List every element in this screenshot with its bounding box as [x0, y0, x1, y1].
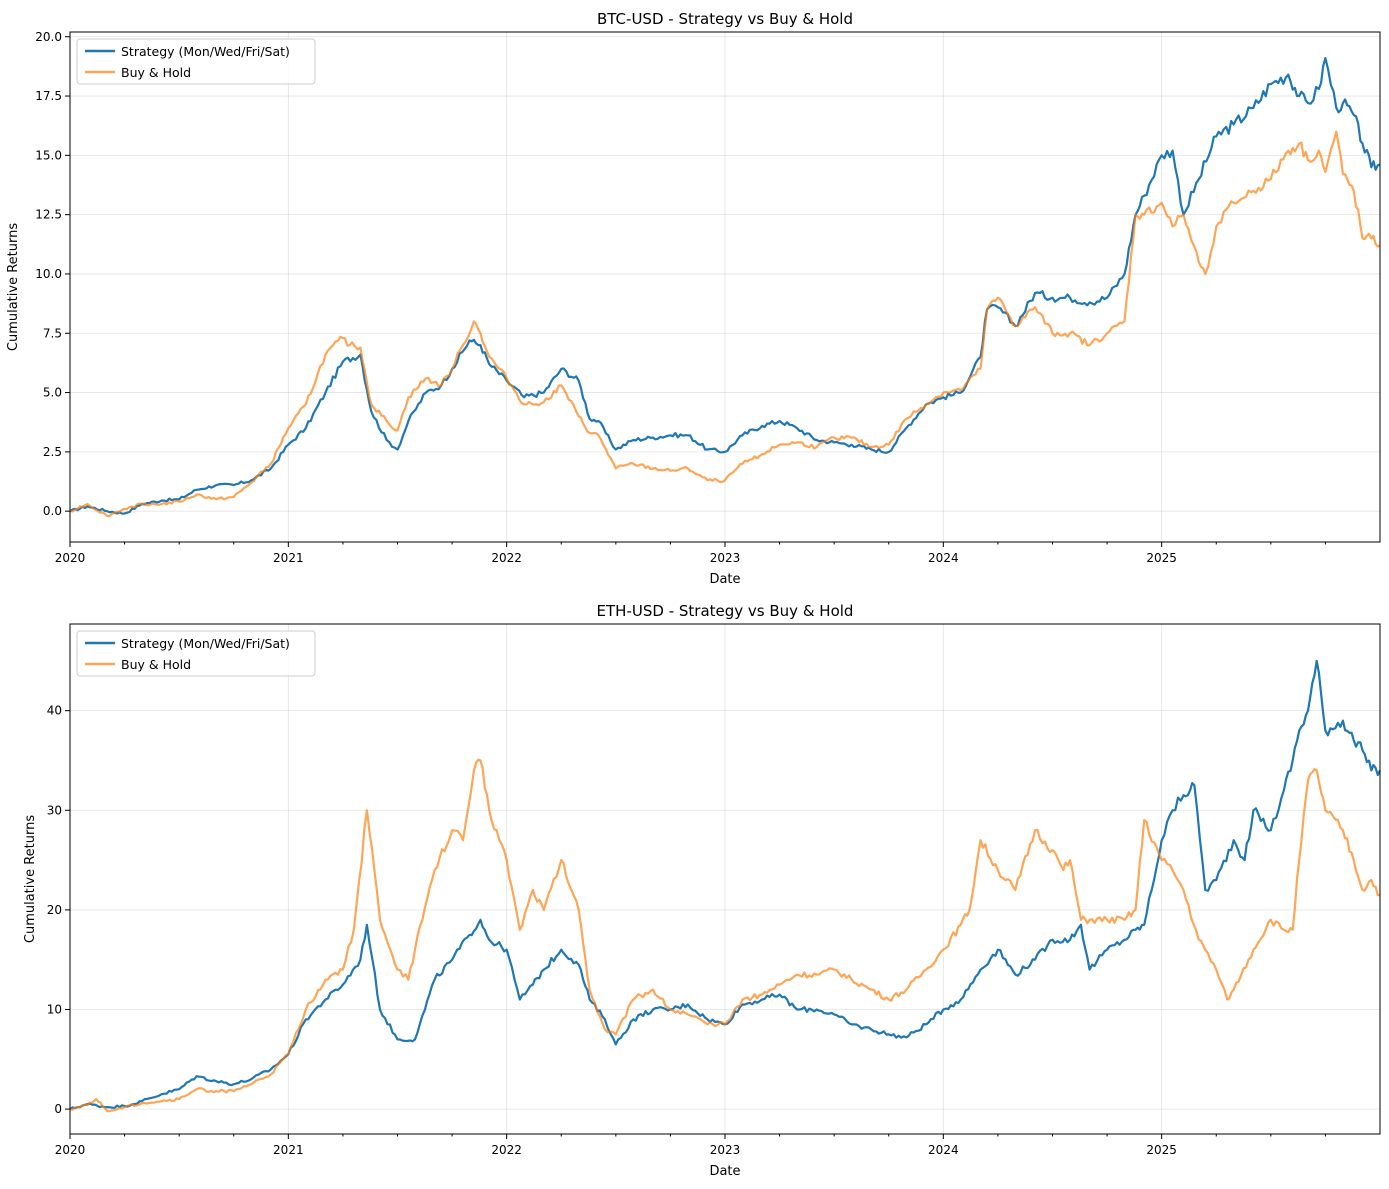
btc-buyhold-line [69, 130, 1381, 518]
eth-y-ticks: 0 10 20 30 40 [47, 704, 70, 1116]
btc-y-axis-label: Cumulative Returns [6, 223, 21, 351]
btc-x-tick-label: 2023 [710, 551, 741, 565]
btc-legend-buyhold-label: Buy & Hold [121, 65, 191, 80]
eth-x-tick-label: 2020 [55, 1143, 86, 1157]
btc-strategy-line [69, 57, 1381, 515]
eth-buyhold-line [69, 758, 1381, 1113]
btc-x-ticks: 2020 2021 2022 2023 2024 2025 [55, 542, 1326, 565]
eth-y-tick-label: 20 [47, 903, 62, 917]
btc-x-tick-label: 2022 [491, 551, 522, 565]
btc-y-tick-label: 20.0 [35, 30, 62, 44]
eth-x-tick-label: 2022 [491, 1143, 522, 1157]
btc-x-tick-label: 2025 [1146, 551, 1177, 565]
eth-x-tick-label: 2023 [710, 1143, 741, 1157]
btc-y-tick-label: 7.5 [43, 326, 62, 340]
btc-y-ticks: 0.0 2.5 5.0 7.5 10.0 12.5 15.0 17.5 20.0 [35, 30, 70, 518]
btc-y-tick-label: 0.0 [43, 504, 62, 518]
eth-chart-title: ETH-USD - Strategy vs Buy & Hold [597, 602, 854, 620]
btc-x-tick-label: 2024 [928, 551, 959, 565]
eth-x-ticks: 2020 2021 2022 2023 2024 2025 [55, 1134, 1326, 1157]
btc-y-tick-label: 15.0 [35, 148, 62, 162]
eth-x-axis-label: Date [709, 1164, 740, 1179]
eth-y-axis-label: Cumulative Returns [23, 815, 38, 943]
btc-y-tick-label: 5.0 [43, 386, 62, 400]
eth-y-tick-label: 40 [47, 704, 62, 718]
btc-y-tick-label: 17.5 [35, 89, 62, 103]
eth-series-lines [69, 659, 1381, 1113]
btc-y-tick-label: 12.5 [35, 208, 62, 222]
eth-y-tick-label: 30 [47, 803, 62, 817]
eth-x-tick-label: 2021 [273, 1143, 304, 1157]
eth-chart-panel: ETH-USD - Strategy vs Buy & Hold 2020 202… [23, 602, 1381, 1179]
btc-x-axis-label: Date [709, 572, 740, 587]
eth-legend-strategy-label: Strategy (Mon/Wed/Fri/Sat) [121, 636, 290, 651]
btc-chart-panel: BTC-USD - Strategy vs Buy & Hold 2020 202… [6, 10, 1381, 587]
btc-legend-box [76, 38, 316, 85]
btc-x-tick-label: 2020 [55, 551, 86, 565]
eth-x-tick-label: 2025 [1146, 1143, 1177, 1157]
eth-x-tick-label: 2024 [928, 1143, 959, 1157]
btc-legend-strategy-label: Strategy (Mon/Wed/Fri/Sat) [121, 44, 290, 59]
eth-legend-buyhold-label: Buy & Hold [121, 657, 191, 672]
btc-x-tick-label: 2021 [273, 551, 304, 565]
btc-y-tick-label: 10.0 [35, 267, 62, 281]
btc-legend: Strategy (Mon/Wed/Fri/Sat) Buy & Hold [76, 38, 316, 85]
eth-y-tick-label: 0 [54, 1102, 62, 1116]
eth-legend-box [76, 630, 316, 677]
eth-y-tick-label: 10 [47, 1002, 62, 1016]
eth-legend: Strategy (Mon/Wed/Fri/Sat) Buy & Hold [76, 630, 316, 677]
btc-y-tick-label: 2.5 [43, 445, 62, 459]
btc-chart-title: BTC-USD - Strategy vs Buy & Hold [597, 10, 853, 28]
btc-series-lines [69, 57, 1381, 518]
